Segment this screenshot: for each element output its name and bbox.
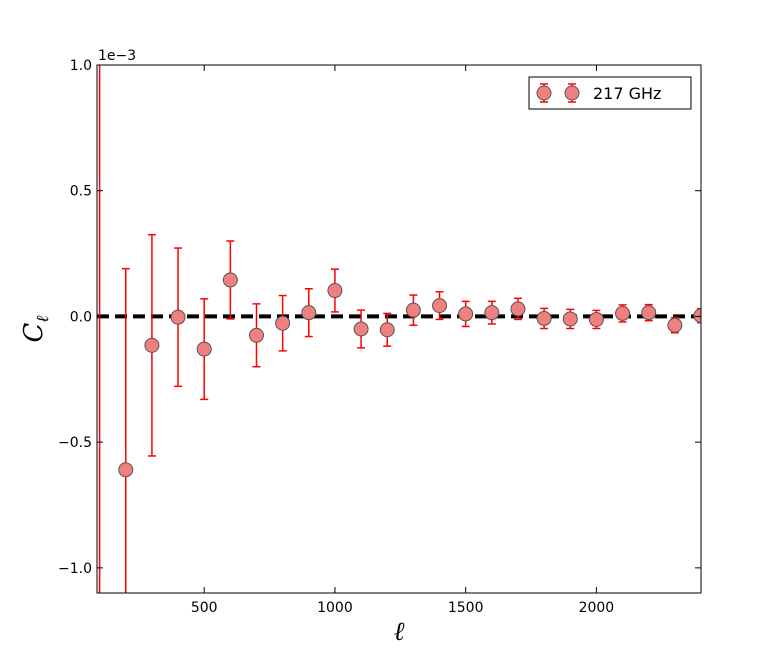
plot-background: [97, 65, 701, 593]
y-tick-label: 1.0: [70, 58, 92, 74]
legend-point: [536, 85, 552, 101]
data-point: [510, 301, 526, 317]
data-point: [222, 272, 238, 288]
data-point: [144, 337, 160, 353]
y-tick-label: −0.5: [58, 435, 92, 451]
data-point: [275, 315, 291, 331]
data-point: [484, 305, 500, 321]
legend-point: [564, 85, 580, 101]
y-axis-label-subscript: ℓ: [33, 316, 53, 323]
x-axis: 500 1000 1500 2000: [191, 65, 614, 616]
data-point: [405, 302, 421, 318]
data-point: [170, 309, 186, 325]
data-point: [301, 305, 317, 321]
data-point: [615, 305, 631, 321]
data-point: [693, 308, 701, 324]
y-axis-label: Cℓ: [19, 316, 53, 343]
data-point: [458, 306, 474, 322]
data-point: [432, 298, 448, 314]
data-point: [562, 311, 578, 327]
plot-area: [97, 65, 701, 593]
legend-label: 217 GHz: [593, 84, 661, 103]
data-point: [196, 341, 212, 357]
svg-text:Cℓ: Cℓ: [19, 316, 53, 343]
series-217-ghz: [98, 65, 701, 593]
data-point: [536, 310, 552, 326]
y-offset-label: 1e−3: [98, 48, 136, 64]
legend-marker: [564, 83, 580, 103]
x-tick-label: 2000: [579, 600, 615, 616]
data-point: [327, 283, 343, 299]
y-tick-label: 0.0: [70, 309, 92, 325]
x-tick-label: 500: [191, 600, 218, 616]
legend-marker: [536, 83, 552, 103]
y-axis-label-main: C: [19, 323, 49, 343]
y-tick-label: −1.0: [58, 561, 92, 577]
x-tick-label: 1000: [317, 600, 353, 616]
x-tick-label: 1500: [448, 600, 484, 616]
y-axis: −1.0 −0.5 0.0 0.5 1.0: [58, 58, 701, 577]
plot-frame: [96, 64, 702, 594]
data-point: [379, 322, 395, 338]
data-point: [248, 327, 264, 343]
x-axis-label: ℓ: [394, 617, 405, 647]
legend: 217 GHz: [528, 76, 692, 110]
data-point: [588, 311, 604, 327]
data-point: [641, 305, 657, 321]
legend-box: [528, 76, 692, 110]
y-tick-label: 0.5: [70, 184, 92, 200]
data-point: [353, 321, 369, 337]
data-point: [667, 317, 683, 333]
data-point: [118, 462, 134, 478]
